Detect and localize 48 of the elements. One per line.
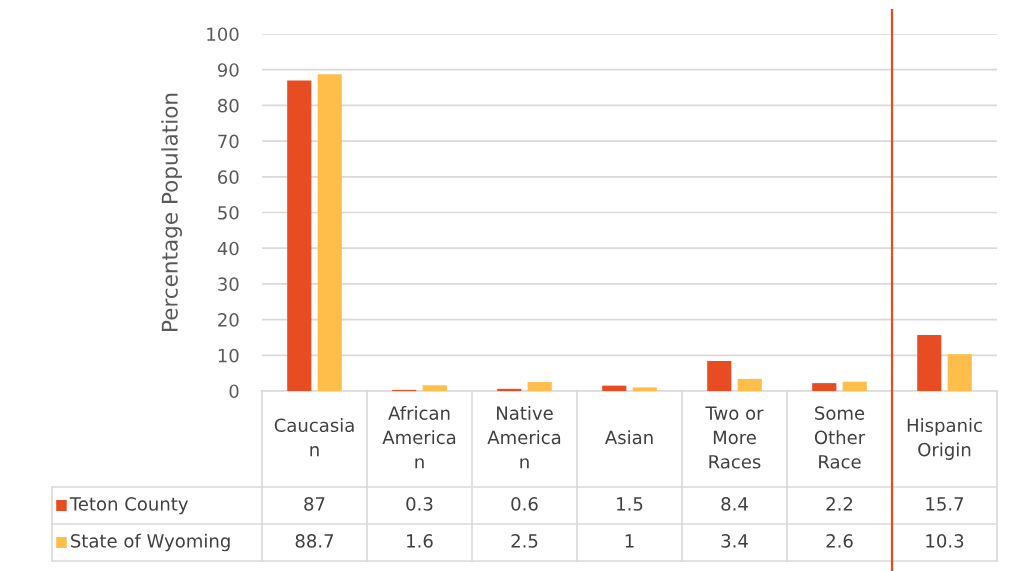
bar (917, 334, 942, 391)
y-tick-label: 90 (217, 63, 239, 77)
bar (947, 354, 972, 391)
legend-label: State of Wyoming (71, 533, 230, 552)
y-tick-label: 100 (207, 27, 239, 42)
y-tick-label: 20 (218, 313, 239, 327)
data-label: 15.7 (926, 497, 964, 511)
bar (812, 383, 837, 391)
y-tick-label: 80 (218, 98, 239, 113)
data-label: 2.2 (826, 497, 853, 511)
x-tick-label: Native American (487, 405, 561, 469)
bar (632, 387, 657, 391)
data-label: 2.5 (511, 534, 538, 548)
y-tick-label: 0 (229, 384, 239, 399)
bar (497, 388, 522, 391)
x-tick-label: Some Other Race (814, 406, 866, 469)
bar (842, 381, 867, 391)
bar (707, 361, 732, 391)
bar (527, 382, 552, 391)
data-label: 1 (625, 534, 634, 548)
x-tick-label: Hispanic Origin (907, 418, 982, 460)
data-label: 1.5 (617, 497, 643, 511)
data-label: 0.6 (511, 497, 538, 511)
bar (317, 74, 342, 391)
y-tick-label: 70 (218, 134, 239, 149)
data-label: 10.3 (926, 534, 964, 548)
bar (422, 385, 447, 391)
data-label: 3.4 (721, 534, 748, 548)
data-label: 87 (304, 497, 325, 511)
bar (287, 80, 312, 391)
bar (602, 385, 627, 391)
data-label: 8.4 (721, 497, 748, 511)
y-tick-label: 10 (218, 348, 239, 363)
y-tick-label: 40 (217, 241, 239, 256)
data-label: 0.3 (406, 497, 433, 511)
bar (737, 378, 762, 391)
x-tick-label: Caucasian (274, 418, 354, 457)
legend-label: Teton County (69, 497, 188, 515)
x-tick-label: African American (382, 405, 456, 469)
data-label: 1.6 (407, 534, 433, 548)
y-axis-title: Percentage Population (161, 93, 182, 331)
data-label: 88.7 (295, 534, 334, 548)
x-tick-label: Asian (605, 430, 653, 445)
y-tick-label: 50 (218, 205, 239, 220)
y-tick-label: 30 (218, 277, 239, 292)
y-tick-label: 60 (218, 170, 239, 184)
x-tick-label: Two or More Races (705, 406, 764, 469)
data-label: 2.6 (826, 534, 853, 548)
